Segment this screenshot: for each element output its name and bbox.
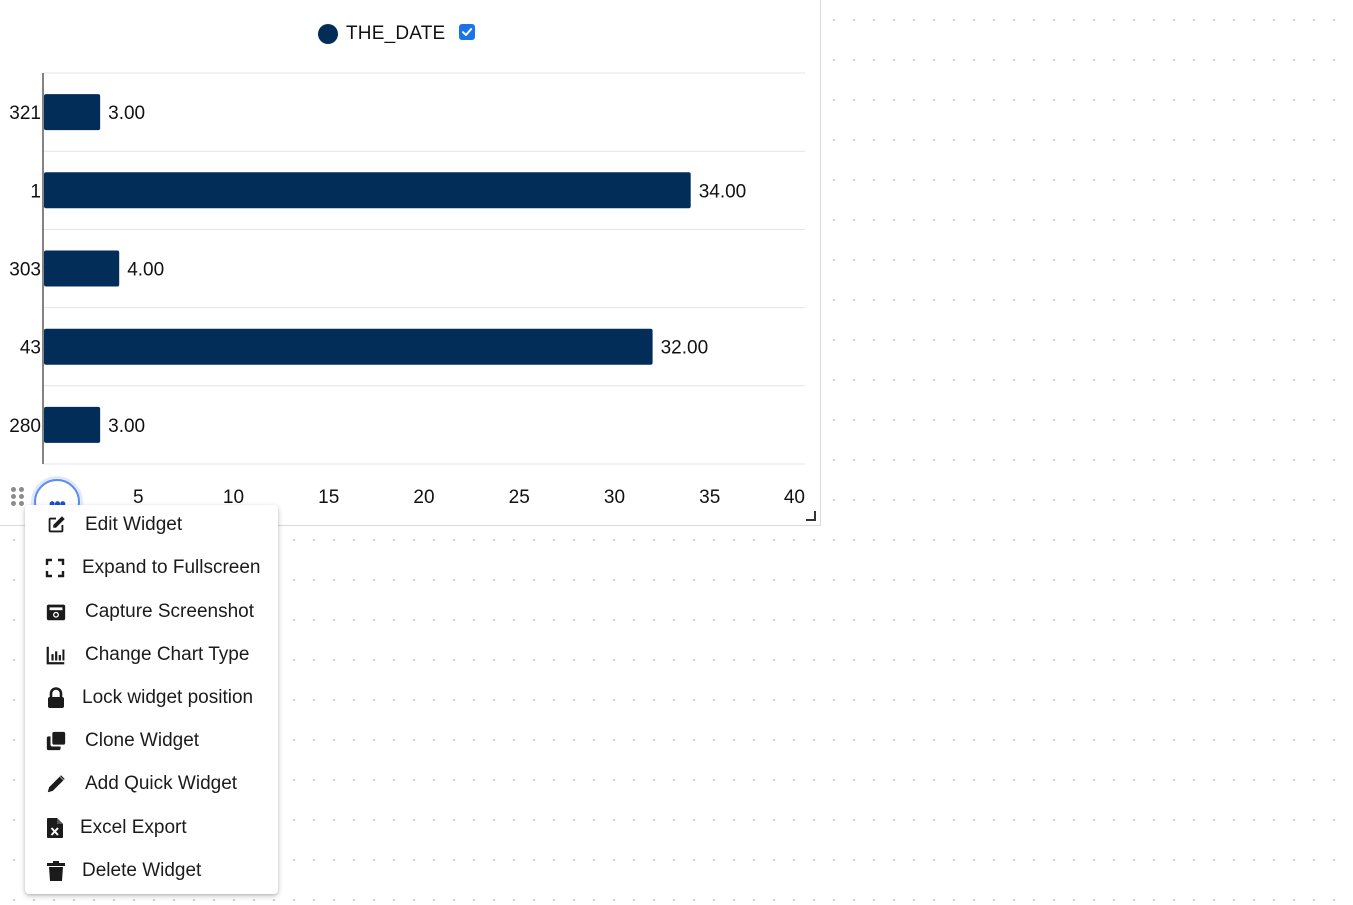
menu-item-label: Edit Widget	[85, 514, 183, 535]
menu-item-label: Excel Export	[80, 817, 187, 838]
menu-item-edit-widget[interactable]: Edit Widget	[25, 508, 278, 542]
chart-legend: THE_DATE	[318, 22, 476, 46]
legend-series-label: THE_DATE	[346, 23, 446, 44]
clone-icon	[45, 730, 67, 752]
menu-item-label: Change Chart Type	[85, 644, 250, 665]
y-tick-label: 303	[9, 260, 41, 281]
bar	[44, 406, 101, 443]
x-tick-label: 15	[318, 487, 339, 508]
widget-context-menu: Edit Widget Expand to Fullscreen Capture…	[25, 505, 278, 894]
y-tick-label: 1	[30, 181, 41, 202]
data-label: 34.00	[699, 181, 747, 202]
menu-item-delete-widget[interactable]: Delete Widget	[25, 854, 278, 888]
x-tick-label: 25	[509, 487, 530, 508]
x-tick-label: 35	[699, 487, 720, 508]
menu-item-expand-fullscreen[interactable]: Expand to Fullscreen	[25, 551, 278, 585]
y-tick-label: 280	[9, 416, 41, 437]
data-label: 3.00	[108, 103, 145, 124]
camera-icon	[45, 601, 67, 623]
legend-series-checkbox[interactable]	[459, 24, 476, 40]
x-tick-label: 10	[223, 487, 244, 508]
menu-item-lock-position[interactable]: Lock widget position	[25, 681, 278, 715]
menu-item-label: Expand to Fullscreen	[82, 557, 261, 578]
data-label: 32.00	[661, 338, 709, 359]
excel-file-icon	[44, 817, 66, 839]
menu-item-label: Capture Screenshot	[85, 601, 254, 622]
chart-widget: THE_DATE 321 3.00 1 34.00 303 4.00 43 32.00 280 3…	[0, 0, 821, 526]
menu-item-label: Delete Widget	[82, 860, 202, 881]
bar-chart-icon	[45, 644, 67, 666]
bar-chart: 321 3.00 1 34.00 303 4.00 43 32.00 280 3.00 5 10 15 2…	[9, 72, 805, 508]
trash-icon	[45, 860, 67, 882]
menu-item-excel-export[interactable]: Excel Export	[25, 811, 278, 845]
menu-item-label: Clone Widget	[85, 730, 200, 751]
edit-icon	[45, 514, 67, 536]
x-tick-label: 5	[133, 487, 144, 508]
menu-item-change-chart-type[interactable]: Change Chart Type	[25, 638, 278, 672]
menu-item-label: Lock widget position	[82, 687, 254, 708]
checkmark-icon	[462, 28, 473, 36]
resize-handle-icon[interactable]	[806, 511, 816, 521]
menu-item-label: Add Quick Widget	[85, 773, 238, 794]
menu-item-add-quick-widget[interactable]: Add Quick Widget	[25, 767, 278, 801]
pencil-icon	[45, 773, 67, 795]
bar	[44, 172, 691, 209]
menu-item-capture-screenshot[interactable]: Capture Screenshot	[25, 595, 278, 629]
bar	[44, 94, 101, 131]
fullscreen-icon	[44, 557, 66, 579]
drag-handle-icon[interactable]	[11, 487, 25, 506]
bar	[44, 328, 653, 365]
lock-icon	[45, 687, 67, 709]
legend-series-marker	[318, 24, 338, 44]
y-tick-label: 321	[9, 103, 41, 124]
data-label: 4.00	[127, 260, 164, 281]
x-tick-label: 20	[413, 487, 434, 508]
x-tick-label: 30	[604, 487, 625, 508]
x-tick-label: 40	[784, 487, 805, 508]
y-tick-label: 43	[20, 338, 41, 359]
bar	[44, 250, 120, 287]
data-label: 3.00	[108, 416, 145, 437]
menu-item-clone-widget[interactable]: Clone Widget	[25, 724, 278, 758]
